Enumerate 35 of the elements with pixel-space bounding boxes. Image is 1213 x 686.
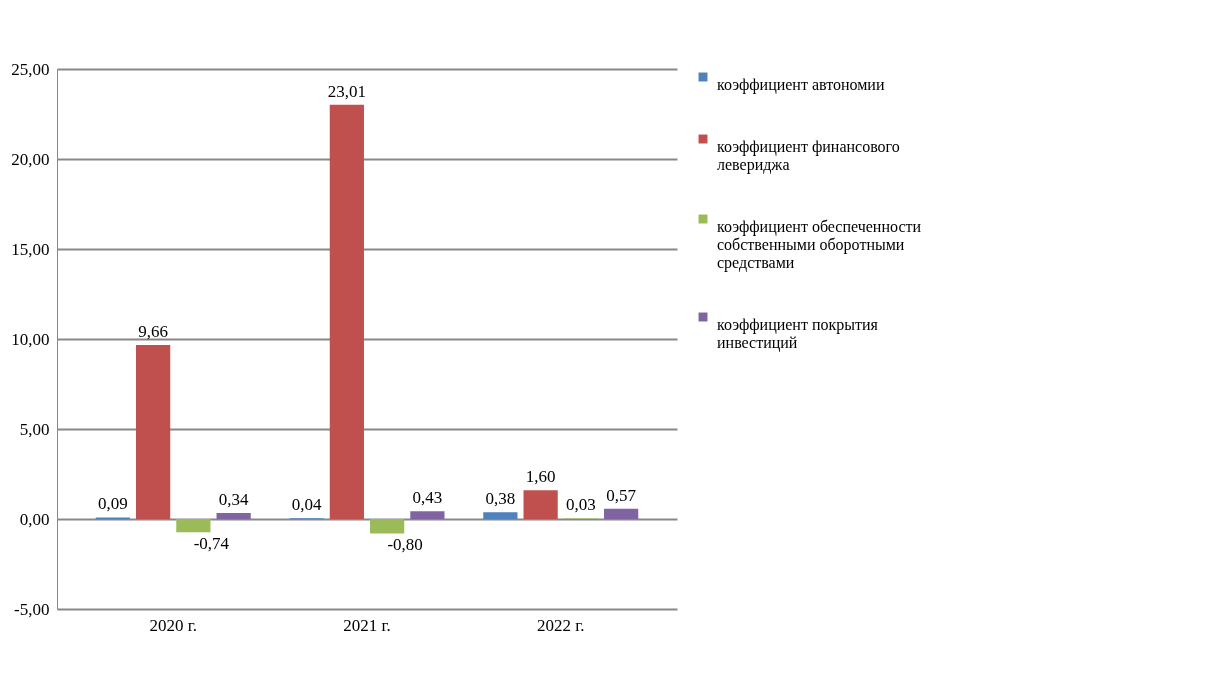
bar	[216, 512, 251, 519]
y-tick-label: 15,00	[11, 239, 50, 259]
legend-label: коэффициент финансового левериджа	[717, 138, 900, 174]
data-label: -0,74	[193, 534, 230, 554]
data-label: 0,04	[291, 495, 322, 515]
bar	[136, 345, 171, 519]
data-label: 0,09	[97, 494, 128, 514]
bar	[329, 104, 364, 519]
data-label: 0,57	[606, 485, 637, 505]
data-label: 23,01	[327, 81, 366, 101]
data-label: -0,80	[387, 535, 423, 555]
data-label: 0,38	[485, 489, 516, 509]
y-tick-label: 10,00	[11, 329, 50, 349]
x-tick-label: 2020 г.	[149, 615, 198, 635]
legend-label: коэффициент автономии	[717, 76, 885, 94]
y-tick-label: 25,00	[11, 59, 50, 79]
bar	[410, 511, 445, 519]
data-label: 0,03	[566, 495, 596, 515]
data-label: 0,43	[412, 488, 443, 508]
bar	[604, 508, 639, 519]
bar	[523, 490, 558, 519]
bar	[176, 519, 211, 533]
bar	[483, 512, 518, 519]
y-tick-label: 0,00	[19, 509, 50, 529]
x-tick-label: 2021 г.	[343, 615, 391, 635]
data-label: 0,34	[218, 489, 250, 509]
legend-label: коэффициент обеспеченности собственными оборотными средствами	[717, 218, 922, 272]
y-tick-label: -5,00	[14, 599, 50, 619]
x-tick-label: 2022 г.	[536, 615, 585, 635]
legend-label: коэффициент покрытия инвестиций	[717, 316, 879, 352]
y-tick-label: 5,00	[19, 419, 50, 439]
data-label: 9,66	[138, 322, 168, 342]
y-tick-label: 20,00	[11, 149, 50, 169]
data-label: 1,60	[525, 467, 556, 487]
bar	[370, 519, 405, 534]
